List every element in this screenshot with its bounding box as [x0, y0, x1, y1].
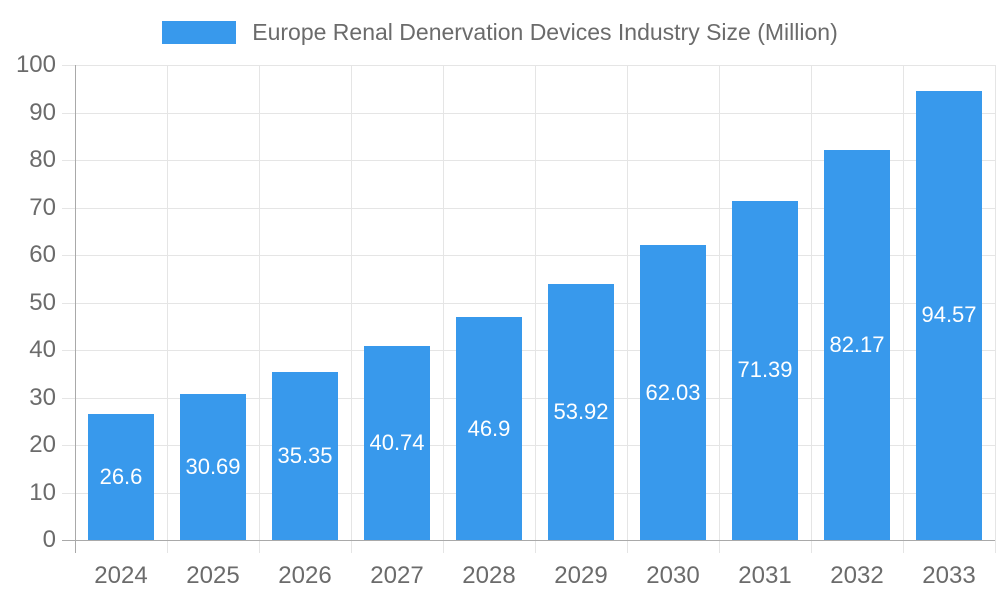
h-gridline — [62, 350, 995, 351]
h-gridline — [62, 398, 995, 399]
y-tick-label: 0 — [42, 526, 56, 553]
y-tick-label: 10 — [29, 479, 56, 506]
x-tick-label: 2030 — [646, 562, 700, 589]
bar-2024[interactable] — [88, 413, 154, 540]
y-tick-label: 30 — [29, 384, 56, 411]
bar-value-label: 53.92 — [553, 398, 609, 424]
v-gridline — [351, 65, 352, 553]
v-gridline — [259, 65, 260, 553]
bar-2030[interactable] — [640, 245, 706, 540]
v-gridline — [719, 65, 720, 553]
bar-value-label: 26.6 — [99, 463, 143, 489]
y-tick-label: 50 — [29, 289, 56, 316]
x-tick-label: 2032 — [830, 562, 884, 589]
bar-value-label: 40.74 — [369, 430, 425, 456]
legend-swatch-icon — [162, 20, 237, 44]
y-axis-line — [75, 65, 76, 553]
y-tick-label: 100 — [15, 51, 56, 78]
h-gridline — [62, 65, 995, 66]
y-tick-label: 80 — [29, 146, 56, 173]
v-gridline — [443, 65, 444, 553]
bar-2032[interactable] — [824, 149, 890, 540]
x-tick-label: 2029 — [554, 562, 608, 589]
bar-value-label: 82.17 — [829, 331, 885, 357]
legend-label: Europe Renal Denervation Devices Industr… — [252, 18, 838, 45]
bar-value-label: 35.35 — [277, 443, 333, 469]
h-gridline — [62, 113, 995, 114]
v-gridline — [811, 65, 812, 553]
bar-value-label: 62.03 — [645, 379, 701, 405]
bar-value-label: 94.57 — [921, 302, 977, 328]
h-gridline — [62, 160, 995, 161]
v-gridline — [627, 65, 628, 553]
bar-value-label: 30.69 — [185, 454, 241, 480]
bar-2033[interactable] — [916, 90, 982, 540]
v-gridline — [995, 65, 996, 553]
x-tick-label: 2027 — [370, 562, 424, 589]
x-tick-label: 2024 — [94, 562, 148, 589]
bar-2026[interactable] — [272, 372, 338, 540]
x-tick-label: 2025 — [186, 562, 240, 589]
y-tick-label: 60 — [29, 241, 56, 268]
v-gridline — [903, 65, 904, 553]
h-gridline — [62, 303, 995, 304]
bar-2029[interactable] — [548, 283, 614, 540]
legend-item[interactable]: Europe Renal Denervation Devices Industr… — [0, 17, 1000, 47]
h-gridline — [62, 208, 995, 209]
y-tick-label: 20 — [29, 431, 56, 458]
x-axis-line — [62, 540, 995, 541]
x-tick-label: 2033 — [922, 562, 976, 589]
y-tick-label: 70 — [29, 194, 56, 221]
x-tick-label: 2031 — [738, 562, 792, 589]
bar-value-label: 46.9 — [467, 415, 511, 441]
h-gridline — [62, 255, 995, 256]
v-gridline — [167, 65, 168, 553]
y-tick-label: 40 — [29, 336, 56, 363]
bar-value-label: 71.39 — [737, 357, 793, 383]
v-gridline — [535, 65, 536, 553]
bar-2031[interactable] — [732, 200, 798, 540]
x-tick-label: 2026 — [278, 562, 332, 589]
y-tick-label: 90 — [29, 99, 56, 126]
h-gridline — [62, 445, 995, 446]
x-tick-label: 2028 — [462, 562, 516, 589]
h-gridline — [62, 493, 995, 494]
bar-2028[interactable] — [456, 317, 522, 540]
bar-2025[interactable] — [180, 394, 246, 540]
bar-2027[interactable] — [364, 346, 430, 540]
